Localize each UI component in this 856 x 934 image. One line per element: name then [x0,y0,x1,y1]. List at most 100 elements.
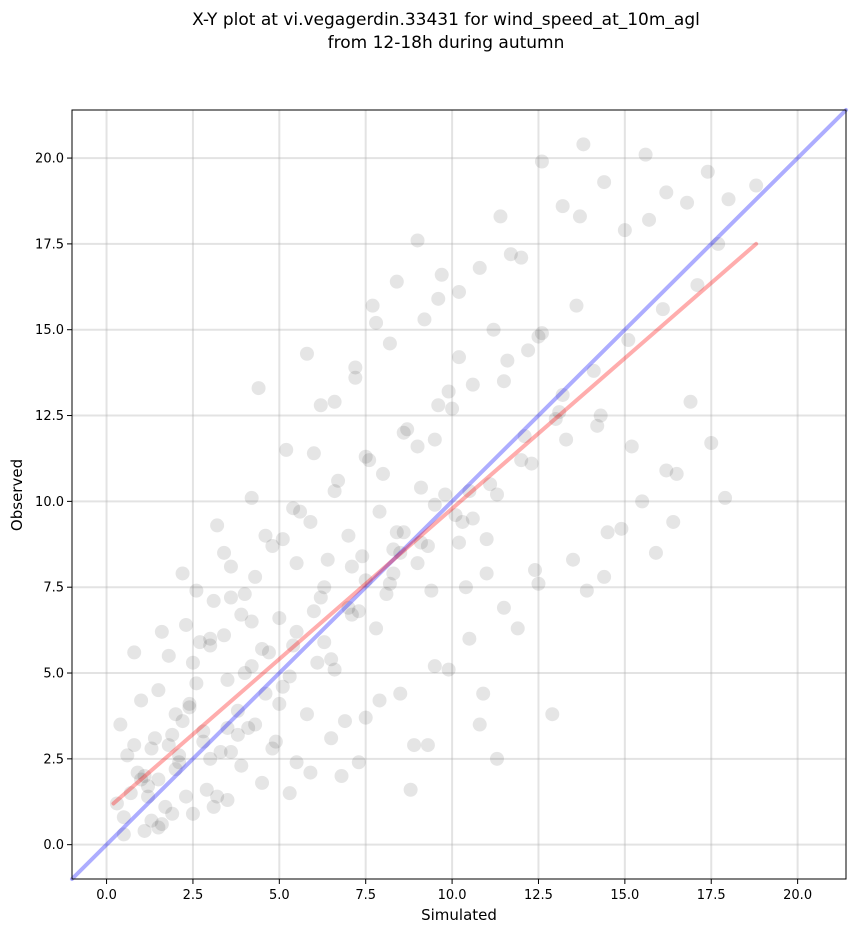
scatter-point [317,580,332,595]
scatter-point [165,806,180,821]
scatter-point [666,514,681,529]
y-tick-label: 20.0 [35,152,64,167]
scatter-point [382,576,397,591]
scatter-point [555,199,570,214]
scatter-point [711,236,726,251]
scatter-point [534,326,549,341]
scatter-point [175,714,190,729]
scatter-point [407,738,422,753]
scatter-point [320,552,335,567]
scatter-point [220,720,235,735]
scatter-point [704,436,719,451]
scatter-point [452,350,466,365]
scatter-point [147,731,162,746]
scatter-point [179,789,194,804]
scatter-point [514,453,529,468]
scatter-point [517,429,532,444]
scatter-point [289,556,304,571]
scatter-point [441,662,456,677]
scatter-point [286,638,301,653]
scatter-point [272,696,287,711]
scatter-point [358,710,373,725]
scatter-point [369,315,384,330]
scatter-point [382,336,397,351]
scatter-point [372,504,387,519]
scatter-point [403,782,418,797]
scatter-point [206,799,221,814]
scatter-point [234,758,249,773]
scatter-point [331,473,346,488]
scatter-point [154,817,169,832]
scatter-point [521,343,536,358]
scatter-point [510,621,525,636]
scatter-point [210,518,225,533]
scatter-point [237,587,252,602]
scatter-point [189,676,204,691]
scatter-point [389,525,404,540]
scatter-point [659,463,674,478]
x-tick-label: 10.0 [438,888,467,903]
y-tick-label: 10.0 [35,495,64,510]
scatter-point [244,614,259,629]
scatter-point [621,333,636,348]
scatter-point [683,394,698,409]
scatter-point [268,734,283,749]
scatter-point [120,748,135,763]
scatter-point [566,552,581,567]
scatter-point [258,528,273,543]
scatter-point [375,466,390,481]
scatter-point [141,789,156,804]
scatter-point [230,703,245,718]
scatter-point [255,775,270,790]
scatter-point [217,628,232,643]
y-tick-label: 7.5 [43,581,64,596]
scatter-point [272,611,287,626]
scatter-point [514,250,529,265]
scatter-point [327,394,342,409]
x-tick-label: 7.5 [355,888,376,903]
scatter-point [545,707,560,722]
scatter-point [265,741,280,756]
scatter-point [116,810,131,825]
scatter-point [648,545,663,560]
x-tick-label: 2.5 [183,888,204,903]
scatter-point [196,734,211,749]
scatter-point [154,624,169,639]
scatter-point [600,525,615,540]
identity-line [70,108,848,881]
scatter-point [528,563,543,578]
scatter-point [635,494,650,509]
scatter-point [434,267,449,282]
scatter-point [479,532,494,547]
reference-lines [70,108,848,881]
scatter-point [490,487,505,502]
scatter-point [424,583,439,598]
scatter-point [372,693,387,708]
scatter-point [182,700,197,715]
scatter-point [355,549,370,564]
scatter-point [337,714,352,729]
scatter-point [116,827,131,842]
scatter-point [455,514,470,529]
scatter-point [369,621,384,636]
scatter-point [458,580,473,595]
scatter-point [151,683,166,698]
scatter-point [462,631,477,646]
scatter-point [144,813,159,828]
scatter-point [151,772,166,787]
scatter-point [617,223,632,238]
scatter-point [303,765,318,780]
scatter-point [420,738,435,753]
scatter-point [642,212,657,227]
scatter-point [586,363,601,378]
x-axis-label: Simulated [421,906,497,924]
scatter-point [303,514,318,529]
scatter-point [189,583,204,598]
scatter-point [279,442,294,457]
scatter-point [576,137,591,152]
scatter-point [127,738,142,753]
scatter-point [237,666,252,681]
scatter-point [559,432,574,447]
scatter-point [548,411,563,426]
